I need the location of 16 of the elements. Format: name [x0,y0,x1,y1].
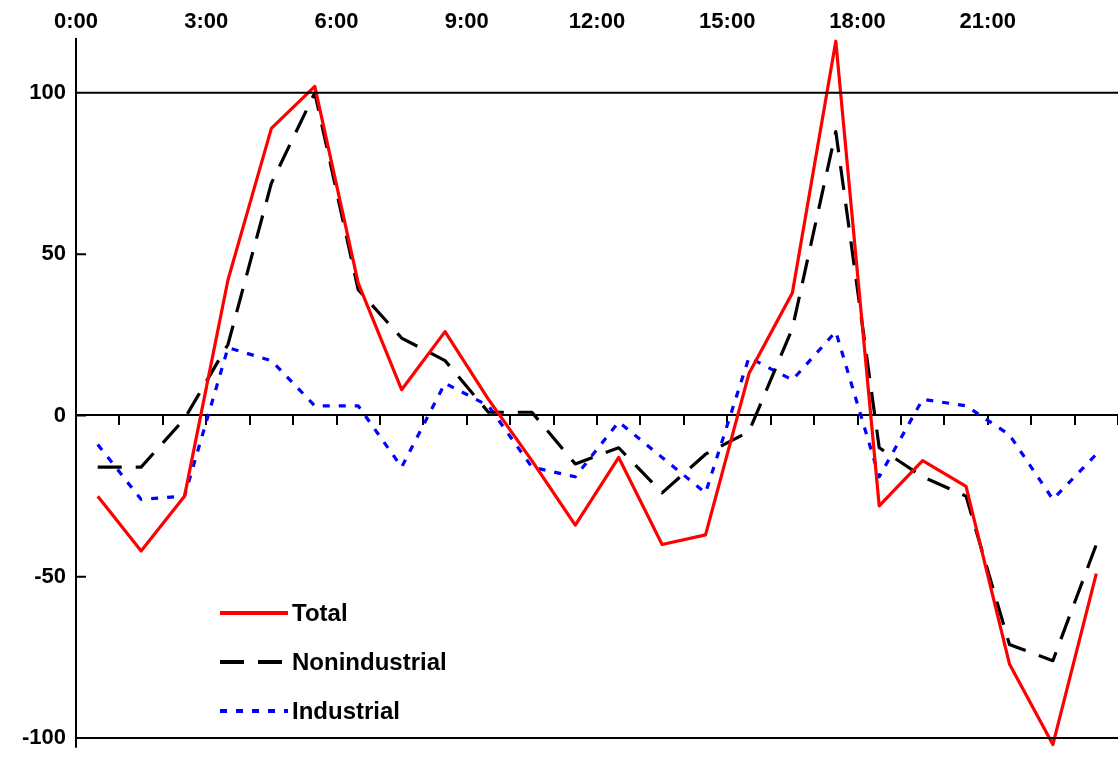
x2-tick-label: 15:00 [699,8,756,34]
x2-tick-label: 0:00 [53,8,99,34]
x2-tick-label: 6:00 [314,8,359,34]
y-tick-label: 50 [41,240,66,266]
y-tick-label: 100 [29,78,66,104]
legend-label: Nonindustrial [292,647,447,676]
legend-label: Industrial [292,696,401,725]
y-tick-label: -100 [21,724,66,750]
x2-tick-label: 21:00 [959,8,1016,34]
legend-label: Total [292,598,348,627]
x2-tick-label: 9:00 [444,8,489,34]
y-tick-label: 0 [53,401,66,427]
x2-tick-label: 18:00 [829,8,886,34]
x2-tick-label: 3:00 [184,8,229,34]
y-tick-label: -50 [34,562,66,588]
x2-tick-label: 12:00 [568,8,626,34]
